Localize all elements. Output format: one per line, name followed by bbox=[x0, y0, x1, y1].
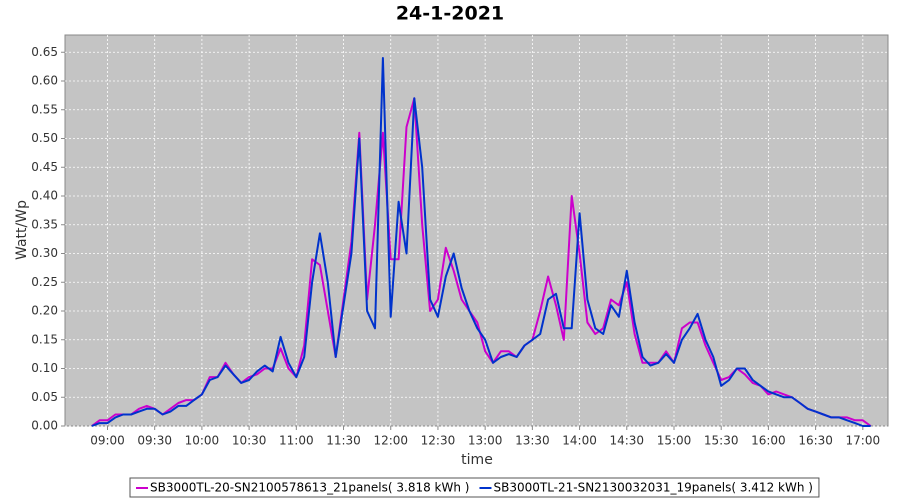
y-tick-label: 0.60 bbox=[31, 74, 58, 88]
x-tick-label: 13:00 bbox=[468, 434, 503, 448]
x-tick-label: 14:00 bbox=[562, 434, 597, 448]
x-tick-label: 15:30 bbox=[704, 434, 739, 448]
y-tick-label: 0.45 bbox=[31, 160, 58, 174]
y-tick-label: 0.00 bbox=[31, 419, 58, 433]
x-tick-label: 11:00 bbox=[279, 434, 314, 448]
y-tick-label: 0.30 bbox=[31, 246, 58, 260]
y-tick-label: 0.40 bbox=[31, 189, 58, 203]
chart-title: 24-1-2021 bbox=[396, 3, 504, 25]
x-tick-label: 10:00 bbox=[185, 434, 220, 448]
y-tick-label: 0.15 bbox=[31, 332, 58, 346]
legend-label: SB3000TL-21-SN2130032031_19panels( 3.412… bbox=[493, 481, 812, 495]
y-tick-label: 0.50 bbox=[31, 131, 58, 145]
x-tick-label: 16:00 bbox=[751, 434, 786, 448]
x-tick-label: 12:00 bbox=[373, 434, 408, 448]
x-axis-label: time bbox=[461, 452, 493, 468]
series-line bbox=[91, 57, 871, 427]
y-tick-label: 0.35 bbox=[31, 217, 58, 231]
legend-label: SB3000TL-20-SN2100578613_21panels( 3.818… bbox=[150, 481, 469, 495]
x-tick-label: 09:30 bbox=[137, 434, 172, 448]
y-tick-label: 0.05 bbox=[31, 390, 58, 404]
plot-area bbox=[64, 34, 889, 427]
y-axis-label: Watt/Wp bbox=[14, 200, 30, 260]
legend bbox=[129, 477, 820, 498]
x-tick-label: 10:30 bbox=[232, 434, 267, 448]
y-tick-label: 0.25 bbox=[31, 275, 58, 289]
y-tick-label: 0.10 bbox=[31, 361, 58, 375]
x-tick-label: 15:00 bbox=[657, 434, 692, 448]
y-tick-label: 0.20 bbox=[31, 304, 58, 318]
y-tick-label: 0.55 bbox=[31, 102, 58, 116]
x-tick-label: 11:30 bbox=[326, 434, 361, 448]
x-tick-label: 16:30 bbox=[798, 434, 833, 448]
x-tick-label: 17:00 bbox=[846, 434, 881, 448]
x-tick-label: 12:30 bbox=[421, 434, 456, 448]
x-tick-label: 13:30 bbox=[515, 434, 550, 448]
x-tick-label: 09:00 bbox=[90, 434, 125, 448]
x-tick-label: 14:30 bbox=[609, 434, 644, 448]
y-tick-label: 0.65 bbox=[31, 45, 58, 59]
